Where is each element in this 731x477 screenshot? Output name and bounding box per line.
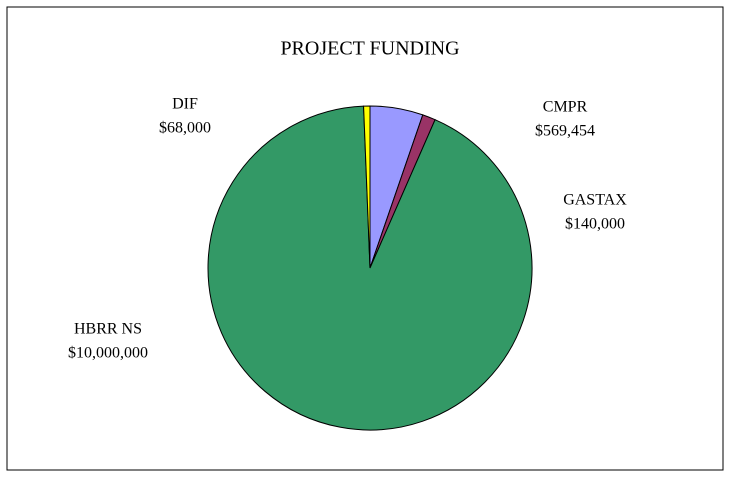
slice-label: GASTAX bbox=[563, 192, 627, 209]
slice-value-label: $569,454 bbox=[535, 123, 595, 140]
pie-slice bbox=[363, 105, 371, 269]
chart-title: PROJECT FUNDING bbox=[280, 38, 459, 60]
slice-value-label: $68,000 bbox=[159, 120, 211, 137]
slice-label: CMPR bbox=[543, 99, 588, 116]
slice-value-label: $140,000 bbox=[565, 216, 625, 233]
pie-slice bbox=[207, 105, 533, 431]
slice-label: HBRR NS bbox=[74, 321, 142, 338]
slice-label: DIF bbox=[172, 96, 198, 113]
slice-value-label: $10,000,000 bbox=[68, 345, 148, 362]
